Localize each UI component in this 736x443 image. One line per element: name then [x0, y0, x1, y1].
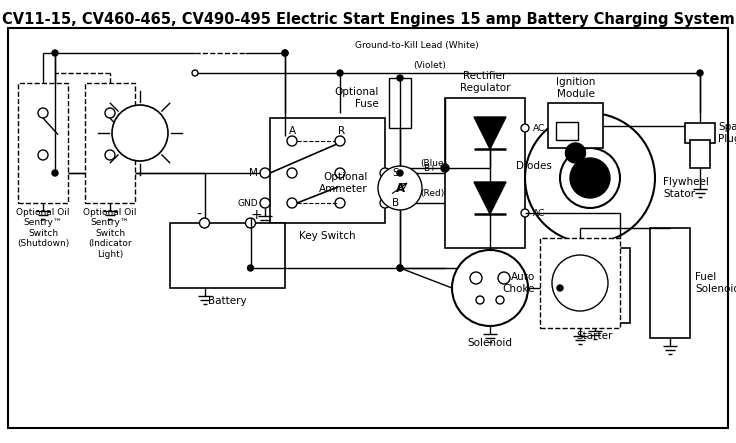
- Bar: [690, 140, 710, 168]
- Circle shape: [452, 250, 528, 326]
- Text: B: B: [392, 198, 399, 208]
- Circle shape: [565, 143, 586, 163]
- Text: Solenoid: Solenoid: [467, 338, 512, 348]
- Bar: [685, 123, 715, 143]
- Text: Starter: Starter: [577, 331, 613, 341]
- Text: M: M: [249, 168, 258, 178]
- Circle shape: [397, 75, 403, 81]
- Circle shape: [247, 265, 253, 271]
- Circle shape: [697, 70, 703, 76]
- Circle shape: [470, 272, 482, 284]
- Circle shape: [476, 296, 484, 304]
- Circle shape: [496, 296, 504, 304]
- Circle shape: [287, 136, 297, 146]
- Polygon shape: [474, 182, 506, 214]
- Circle shape: [282, 50, 288, 56]
- Circle shape: [397, 265, 403, 271]
- Bar: [270, 118, 385, 223]
- Circle shape: [112, 105, 168, 161]
- Text: GND: GND: [238, 198, 258, 207]
- Circle shape: [378, 166, 422, 210]
- Text: Optional
Ammeter: Optional Ammeter: [319, 172, 368, 194]
- Circle shape: [521, 209, 529, 217]
- Bar: [389, 78, 411, 128]
- Bar: [548, 103, 603, 148]
- Circle shape: [192, 70, 198, 76]
- Text: (Red): (Red): [420, 189, 445, 198]
- Text: Fuel
Solenoid: Fuel Solenoid: [695, 272, 736, 294]
- Text: R: R: [339, 126, 346, 136]
- Circle shape: [397, 265, 403, 271]
- Circle shape: [442, 165, 448, 171]
- Circle shape: [105, 108, 115, 118]
- Bar: [560, 248, 630, 323]
- Polygon shape: [474, 117, 506, 149]
- Circle shape: [335, 168, 345, 178]
- Text: Rectifier
Regulator: Rectifier Regulator: [460, 71, 510, 93]
- Circle shape: [38, 108, 48, 118]
- Circle shape: [260, 198, 270, 208]
- Text: Key Switch: Key Switch: [300, 231, 355, 241]
- Circle shape: [287, 168, 297, 178]
- Circle shape: [335, 198, 345, 208]
- Bar: [650, 228, 690, 338]
- Text: Battery: Battery: [208, 296, 247, 306]
- Text: Diodes: Diodes: [516, 160, 552, 171]
- Circle shape: [498, 272, 510, 284]
- Circle shape: [246, 218, 255, 228]
- Circle shape: [199, 218, 210, 228]
- Text: Ignition
Module: Ignition Module: [556, 78, 595, 99]
- Circle shape: [397, 170, 403, 176]
- Circle shape: [521, 124, 529, 132]
- Circle shape: [380, 198, 390, 208]
- Text: Spark
Plug: Spark Plug: [718, 122, 736, 144]
- Text: A: A: [395, 182, 405, 194]
- Text: B+: B+: [423, 163, 437, 172]
- Circle shape: [552, 255, 608, 311]
- Circle shape: [380, 168, 390, 178]
- Text: S: S: [392, 168, 399, 178]
- Circle shape: [52, 170, 58, 176]
- Circle shape: [590, 243, 600, 253]
- Text: CV11-15, CV460-465, CV490-495 Electric Start Engines 15 amp Battery Charging Sys: CV11-15, CV460-465, CV490-495 Electric S…: [1, 12, 735, 27]
- Bar: [556, 122, 578, 140]
- Bar: [445, 98, 525, 248]
- Text: (Violet): (Violet): [414, 61, 447, 70]
- Circle shape: [260, 168, 270, 178]
- Text: +: +: [251, 208, 262, 222]
- Bar: [170, 223, 285, 288]
- Bar: [85, 83, 135, 203]
- Text: AC: AC: [533, 124, 545, 132]
- Text: Flywheel
Stator: Flywheel Stator: [663, 177, 709, 199]
- Bar: [540, 238, 620, 328]
- Circle shape: [557, 285, 563, 291]
- Circle shape: [570, 158, 610, 198]
- Circle shape: [337, 70, 343, 76]
- Circle shape: [335, 136, 345, 146]
- Text: Ground-to-Kill Lead (White): Ground-to-Kill Lead (White): [355, 41, 478, 50]
- Circle shape: [282, 50, 288, 56]
- Text: A: A: [289, 126, 296, 136]
- Text: Auto
Choke: Auto Choke: [503, 272, 535, 294]
- Circle shape: [38, 150, 48, 160]
- Text: -: -: [196, 208, 201, 222]
- Text: Optional Oil
Sentry™
Switch
(Shutdown): Optional Oil Sentry™ Switch (Shutdown): [16, 208, 70, 248]
- Circle shape: [52, 50, 58, 56]
- Circle shape: [105, 150, 115, 160]
- Text: AC: AC: [533, 209, 545, 218]
- Bar: [18, 83, 68, 203]
- Text: (Blue): (Blue): [420, 159, 447, 168]
- Text: Optional
Fuse: Optional Fuse: [335, 87, 379, 109]
- Circle shape: [525, 113, 655, 243]
- Circle shape: [441, 164, 449, 172]
- Text: Optional Oil
Sentry™
Switch
(Indicator
Light): Optional Oil Sentry™ Switch (Indicator L…: [83, 208, 137, 259]
- Circle shape: [560, 148, 620, 208]
- Circle shape: [287, 198, 297, 208]
